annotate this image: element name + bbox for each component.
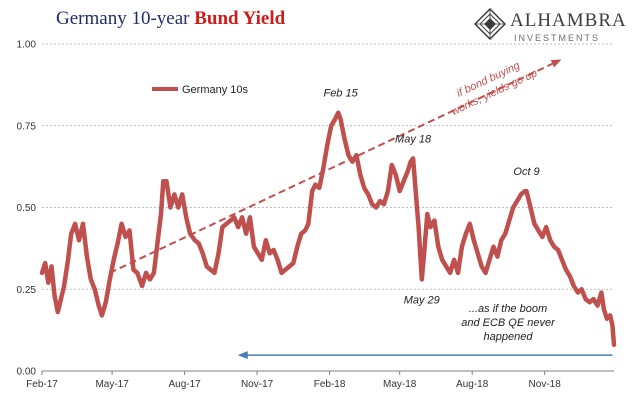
annotation-may-29: May 29	[404, 294, 440, 306]
chart-title-part1: Germany 10-year	[56, 8, 195, 29]
x-tick-labels: Feb-17 May-17 Aug-17 Nov-17 Feb-18 May-18 Aug-…	[26, 379, 561, 390]
y-tick-label: 0.50	[17, 203, 37, 214]
x-tick-label: May-17	[95, 379, 129, 390]
y-tick-label: 0.25	[17, 285, 37, 296]
arrow-left-label-line: ...as if the boom	[469, 303, 547, 315]
chart-title-part2: Bund Yield	[194, 8, 286, 29]
gridlines	[42, 43, 614, 290]
brand-name: ALHAMBRA	[510, 10, 627, 31]
brand-subtitle: INVESTMENTS	[514, 33, 601, 43]
annotation-oct-9: Oct 9	[513, 166, 539, 178]
chart-title: Germany 10-year Bund Yield	[56, 8, 285, 30]
annotation-may-18: May 18	[395, 133, 432, 145]
legend-label: Germany 10s	[182, 84, 249, 96]
x-tick-label: Feb-18	[314, 379, 346, 390]
y-tick-labels: 0.00 0.25 0.50 0.75 1.00	[17, 40, 37, 378]
diamond-logo-icon	[474, 8, 506, 40]
y-tick-label: 0.00	[17, 367, 37, 378]
arrow-left-label-line: happened	[484, 331, 534, 343]
trend-arrow-up	[109, 59, 562, 274]
x-tick-label: Aug-17	[168, 379, 201, 390]
x-tick-label: May-18	[383, 379, 417, 390]
x-tick-label: Nov-17	[241, 379, 274, 390]
annotation-arrows	[109, 59, 613, 360]
y-tick-label: 0.75	[17, 121, 37, 132]
annotation-feb-15: Feb 15	[323, 88, 358, 100]
series-line-germany-10s	[39, 110, 617, 348]
axes	[41, 370, 614, 375]
arrow-left-label-line: and ECB QE never	[461, 317, 556, 329]
x-tick-label: Feb-17	[26, 379, 58, 390]
series-layer	[39, 110, 617, 348]
x-tick-label: Nov-18	[529, 379, 562, 390]
x-tick-label: Aug-18	[456, 379, 489, 390]
brand-logo: ALHAMBRA INVESTMENTS	[474, 8, 634, 48]
legend: Germany 10s	[152, 84, 249, 96]
y-tick-label: 1.00	[17, 40, 37, 51]
